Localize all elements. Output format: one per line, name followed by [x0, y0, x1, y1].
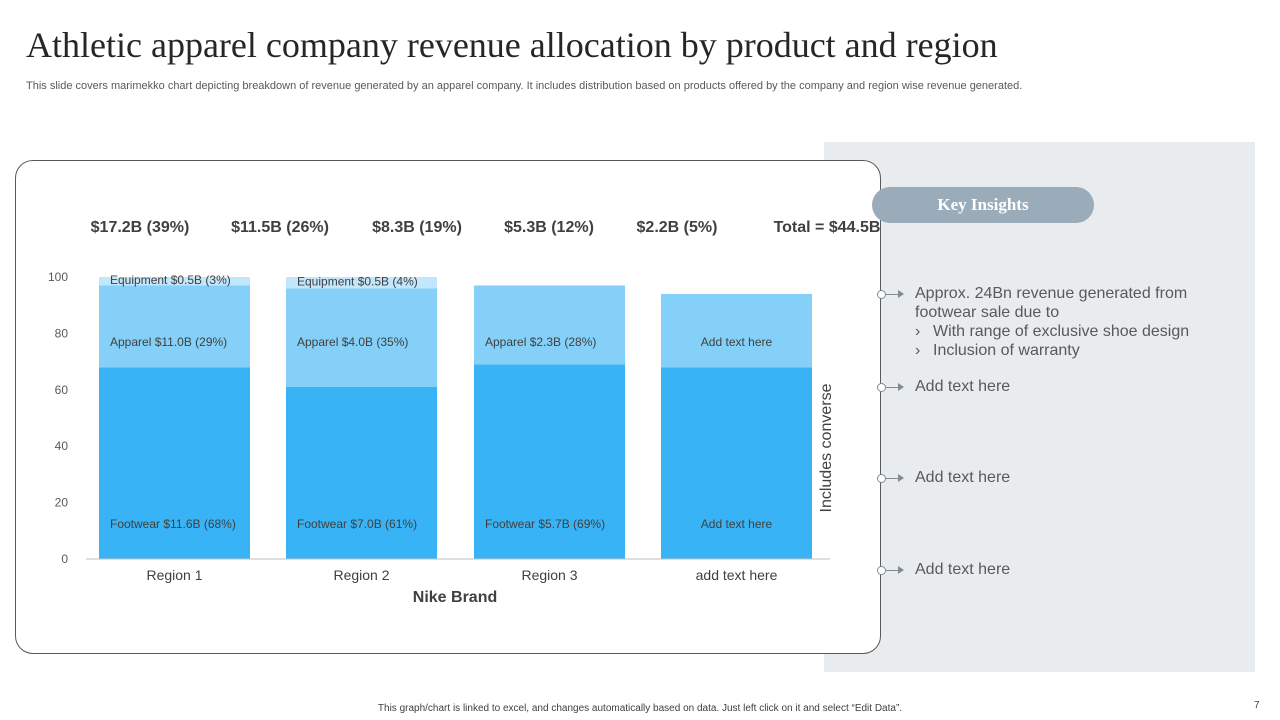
- arrow-line-icon: [886, 294, 902, 295]
- x-category-label: Region 2: [333, 567, 389, 583]
- arrow-line-icon: [886, 387, 902, 388]
- chart-frame: $17.2B (39%) $11.5B (26%) $8.3B (19%) $5.3B…: [15, 160, 881, 654]
- column-share-label: $2.2B (5%): [637, 219, 718, 236]
- bar-segment-apparel: [661, 293, 812, 368]
- insight-text: Add text here: [915, 560, 1235, 579]
- insight-sub-bullet: Inclusion of warranty: [915, 341, 1235, 360]
- bar-segment-apparel: [286, 288, 437, 387]
- y-tick-label: 20: [55, 496, 69, 510]
- bar-segment-footwear: [286, 386, 437, 559]
- arrow-head-icon: [898, 290, 904, 298]
- x-category-label: add text here: [696, 567, 778, 583]
- insight-main-text: Approx. 24Bn revenue generated from foot…: [915, 285, 1188, 321]
- insight-main-text: Add text here: [915, 469, 1011, 486]
- bar-segment-footwear: [661, 367, 812, 559]
- insight-main-text: Add text here: [915, 378, 1011, 395]
- bar-segment-label: Footwear $5.7B (69%): [485, 517, 605, 531]
- insight-text: Add text here: [915, 468, 1235, 487]
- y-tick-label: 100: [48, 270, 68, 284]
- bar-segment-label: Apparel $11.0B (29%): [110, 335, 227, 349]
- arrow-line-icon: [886, 478, 902, 479]
- arrow-head-icon: [898, 474, 904, 482]
- y-tick-label: 80: [55, 326, 69, 340]
- bar-segment-footwear: [99, 367, 250, 559]
- bar-segment-label: Footwear $11.6B (68%): [110, 517, 236, 531]
- slide-title: Athletic apparel company revenue allocat…: [26, 25, 998, 65]
- y-tick-label: 60: [55, 383, 69, 397]
- bar-segment-equipment: [99, 277, 250, 286]
- x-category-label: Region 3: [521, 567, 577, 583]
- bar-segment-label: Footwear $7.0B (61%): [297, 517, 417, 531]
- insight-text: Approx. 24Bn revenue generated from foot…: [915, 284, 1235, 360]
- bar-segment-apparel: [474, 285, 625, 365]
- bar-segment-label: Apparel $2.3B (28%): [485, 335, 596, 349]
- y-tick-label: 40: [55, 439, 69, 453]
- arrow-head-icon: [898, 566, 904, 574]
- bar-segment-label: Add text here: [701, 335, 773, 349]
- bar-segment-equipment: [286, 277, 437, 289]
- x-axis-title: Nike Brand: [413, 589, 497, 606]
- slide-subtitle: This slide covers marimekko chart depict…: [26, 80, 1023, 92]
- bar-segment-label: Equipment $0.5B (3%): [110, 273, 231, 287]
- bar-segment-label: Equipment $0.5B (4%): [297, 275, 418, 289]
- side-note-label: Includes converse: [818, 383, 835, 512]
- column-share-label: $17.2B (39%): [91, 219, 190, 236]
- insights-panel: [824, 142, 1255, 672]
- bar-segment-footwear: [474, 364, 625, 559]
- arrow-line-icon: [886, 570, 902, 571]
- bar-segment-apparel: [99, 285, 250, 368]
- bar-segment-label: Add text here: [701, 517, 773, 531]
- bullet-dot-icon: [877, 566, 886, 575]
- marimekko-chart: $17.2B (39%) $11.5B (26%) $8.3B (19%) $5.3B…: [48, 219, 880, 606]
- column-share-label: $5.3B (12%): [504, 219, 594, 236]
- bar-segment-label: Apparel $4.0B (35%): [297, 335, 408, 349]
- bullet-dot-icon: [877, 474, 886, 483]
- key-insights-pill: Key Insights: [872, 187, 1094, 223]
- x-category-label: Region 1: [146, 567, 202, 583]
- page-number: 7: [1254, 700, 1260, 711]
- column-share-label: $8.3B (19%): [372, 219, 462, 236]
- y-tick-label: 0: [61, 552, 68, 566]
- bullet-dot-icon: [877, 383, 886, 392]
- column-share-label: $11.5B (26%): [231, 219, 329, 236]
- insight-text: Add text here: [915, 377, 1235, 396]
- arrow-head-icon: [898, 383, 904, 391]
- bullet-dot-icon: [877, 290, 886, 299]
- total-label: Total = $44.5B: [774, 219, 880, 236]
- insight-sub-bullet: With range of exclusive shoe design: [915, 322, 1235, 341]
- insight-main-text: Add text here: [915, 561, 1011, 578]
- footer-note: This graph/chart is linked to excel, and…: [377, 703, 903, 714]
